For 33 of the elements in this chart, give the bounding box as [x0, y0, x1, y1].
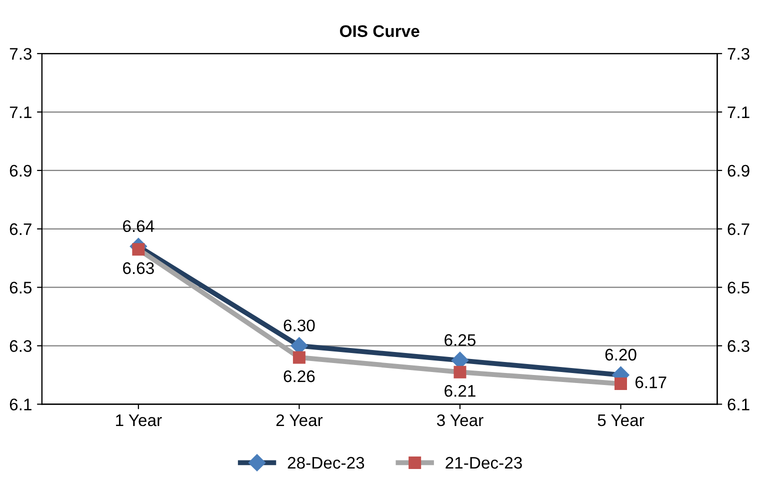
x-tick-label: 3 Year: [436, 414, 484, 426]
x-tick-label: 5 Year: [598, 414, 644, 426]
y2-tick-label: 6.1: [728, 398, 750, 410]
chart-title: OIS Curve: [340, 25, 420, 38]
y-tick-label: 7.1: [10, 106, 32, 118]
legend-label: 28-Dec-23: [288, 456, 364, 469]
y-tick-label: 7.3: [10, 48, 32, 60]
point: [614, 378, 628, 390]
data-label: 6.21: [444, 385, 476, 397]
y2-tick-label: 7.1: [728, 106, 750, 118]
y-tick-label: 6.5: [10, 282, 32, 294]
data-label: 6.30: [284, 320, 315, 332]
data-label: 6.63: [123, 262, 154, 274]
data-label: 6.20: [605, 348, 636, 361]
data-label: 6.25: [444, 334, 476, 346]
y2-tick-label: 6.7: [728, 223, 750, 236]
y-tick-label: 6.3: [10, 340, 32, 352]
x-tick-label: 2 Year: [276, 414, 323, 426]
data-label: 6.26: [284, 370, 315, 382]
point: [292, 351, 306, 364]
y2-tick-label: 6.9: [728, 164, 750, 177]
y-tick-label: 6.9: [10, 164, 32, 177]
y-tick-label: 6.1: [10, 398, 32, 410]
legend-label: 21-Dec-23: [446, 456, 522, 469]
y-tick-label: 6.7: [10, 223, 32, 236]
point: [132, 243, 145, 256]
x-tick-label: 1 Year: [116, 414, 162, 426]
point: [454, 366, 466, 378]
y2-tick-label: 7.3: [728, 48, 750, 60]
data-label: 6.17: [635, 376, 666, 388]
y2-tick-label: 6.5: [728, 282, 750, 294]
data-label: 6.64: [123, 220, 154, 232]
y2-tick-label: 6.3: [728, 340, 750, 352]
